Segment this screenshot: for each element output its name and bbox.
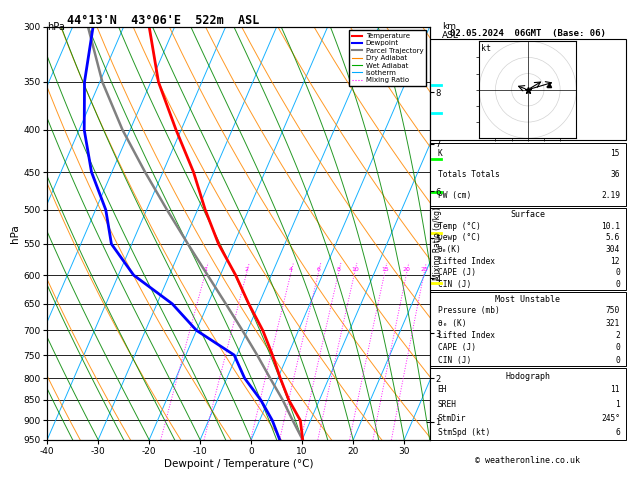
Bar — [430, 39, 626, 140]
Text: Lifted Index: Lifted Index — [438, 331, 494, 340]
Text: 6: 6 — [316, 267, 321, 272]
Text: Lifted Index: Lifted Index — [438, 257, 494, 265]
Text: 15: 15 — [381, 267, 389, 272]
Text: StmSpd (kt): StmSpd (kt) — [438, 428, 490, 437]
Bar — [430, 368, 626, 440]
Text: 10: 10 — [351, 267, 359, 272]
Text: Dewp (°C): Dewp (°C) — [438, 233, 481, 242]
Text: 8: 8 — [337, 267, 341, 272]
Legend: Temperature, Dewpoint, Parcel Trajectory, Dry Adiabat, Wet Adiabat, Isotherm, Mi: Temperature, Dewpoint, Parcel Trajectory… — [349, 30, 426, 86]
Text: Most Unstable: Most Unstable — [495, 295, 560, 304]
Text: 0: 0 — [615, 280, 620, 289]
Text: 1: 1 — [204, 267, 208, 272]
Text: CIN (J): CIN (J) — [438, 356, 470, 364]
X-axis label: Dewpoint / Temperature (°C): Dewpoint / Temperature (°C) — [164, 459, 313, 469]
Text: PW (cm): PW (cm) — [438, 191, 470, 200]
Text: =₁LCL: =₁LCL — [430, 418, 454, 427]
Text: 02.05.2024  06GMT  (Base: 06): 02.05.2024 06GMT (Base: 06) — [450, 29, 606, 38]
Text: 0: 0 — [615, 343, 620, 352]
Text: θₑ(K): θₑ(K) — [438, 245, 461, 254]
Text: 20: 20 — [403, 267, 411, 272]
Text: 25: 25 — [420, 267, 428, 272]
Text: 0: 0 — [615, 356, 620, 364]
Bar — [430, 208, 626, 290]
Text: 245°: 245° — [601, 414, 620, 423]
Text: 10.1: 10.1 — [601, 222, 620, 230]
Text: 750: 750 — [606, 306, 620, 315]
Text: Pressure (mb): Pressure (mb) — [438, 306, 499, 315]
Text: 2.19: 2.19 — [601, 191, 620, 200]
Text: 304: 304 — [606, 245, 620, 254]
Text: Mixing Ratio (g/kg): Mixing Ratio (g/kg) — [433, 207, 442, 279]
Bar — [430, 293, 626, 366]
Text: Temp (°C): Temp (°C) — [438, 222, 481, 230]
Text: SREH: SREH — [438, 399, 457, 409]
Text: Hodograph: Hodograph — [505, 372, 550, 381]
Text: 0: 0 — [615, 268, 620, 277]
Text: 4: 4 — [289, 267, 293, 272]
Text: StmDir: StmDir — [438, 414, 466, 423]
Text: Totals Totals: Totals Totals — [438, 170, 499, 179]
Text: hPa: hPa — [47, 22, 65, 32]
Text: © weatheronline.co.uk: © weatheronline.co.uk — [476, 456, 581, 466]
Text: EH: EH — [438, 385, 447, 394]
Text: CAPE (J): CAPE (J) — [438, 268, 476, 277]
Text: CAPE (J): CAPE (J) — [438, 343, 476, 352]
Text: 321: 321 — [606, 319, 620, 328]
Bar — [430, 143, 626, 207]
Text: Surface: Surface — [510, 210, 545, 219]
Text: 12: 12 — [611, 257, 620, 265]
Text: K: K — [438, 149, 442, 158]
Text: 1: 1 — [615, 399, 620, 409]
Text: km
ASL: km ASL — [442, 22, 459, 40]
Text: 44°13'N  43°06'E  522m  ASL: 44°13'N 43°06'E 522m ASL — [67, 14, 260, 27]
Text: θₑ (K): θₑ (K) — [438, 319, 466, 328]
Text: 15: 15 — [611, 149, 620, 158]
Text: 36: 36 — [611, 170, 620, 179]
Text: 11: 11 — [611, 385, 620, 394]
Text: 2: 2 — [245, 267, 249, 272]
Y-axis label: hPa: hPa — [10, 224, 20, 243]
Text: 6: 6 — [615, 428, 620, 437]
Text: 5.6: 5.6 — [606, 233, 620, 242]
Text: CIN (J): CIN (J) — [438, 280, 470, 289]
Text: 2: 2 — [615, 331, 620, 340]
